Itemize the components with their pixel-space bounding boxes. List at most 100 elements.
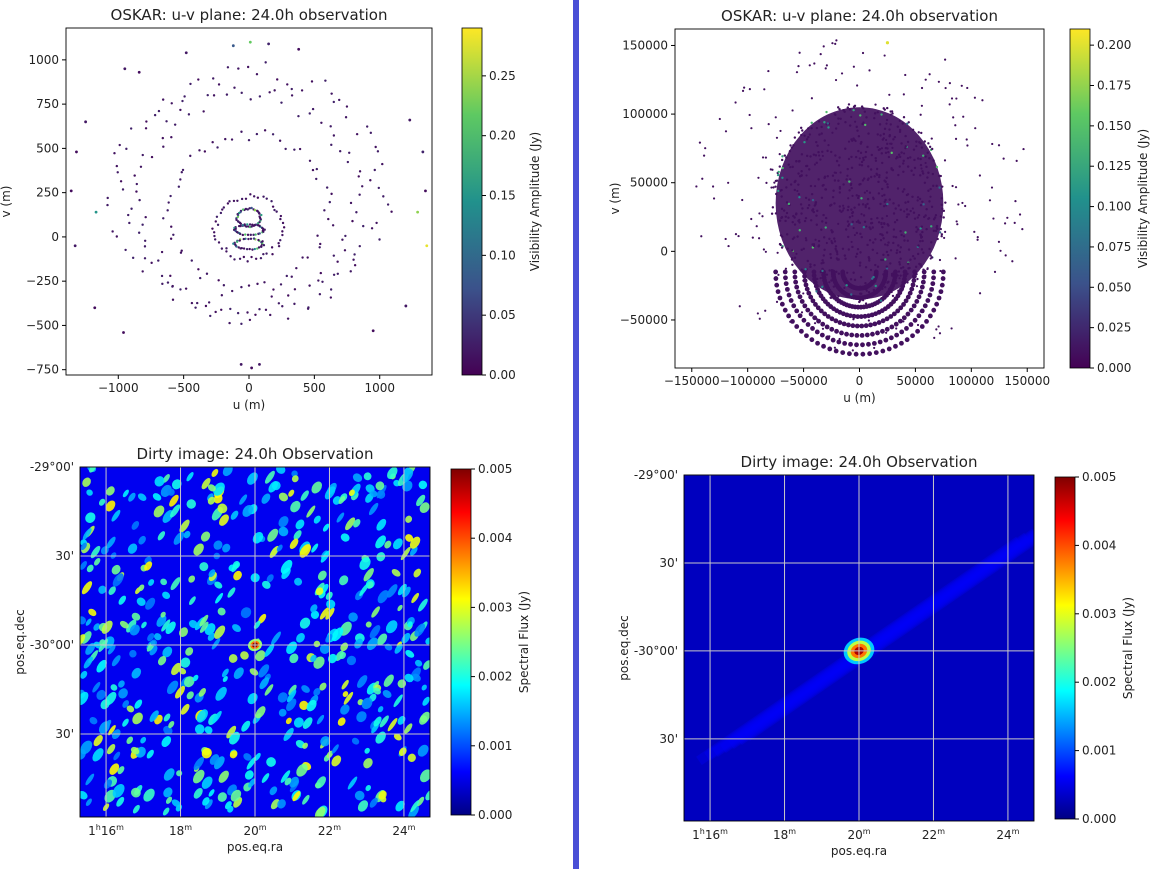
uv-point bbox=[143, 257, 147, 260]
noise-blob bbox=[96, 659, 107, 673]
noise-blob bbox=[397, 604, 403, 612]
uv-point bbox=[765, 181, 768, 185]
uv-point bbox=[926, 151, 929, 154]
uv-point bbox=[306, 256, 309, 259]
uv-point bbox=[904, 326, 909, 331]
colorbar-tick-label: 0.25 bbox=[489, 69, 516, 83]
uv-point bbox=[830, 269, 834, 272]
noise-blob bbox=[322, 523, 330, 532]
uv-point bbox=[906, 122, 909, 125]
uv-point bbox=[862, 214, 866, 217]
uv-point bbox=[115, 235, 119, 238]
uv-point bbox=[287, 294, 290, 297]
noise-blob bbox=[106, 744, 116, 755]
uv-point bbox=[256, 247, 259, 250]
uv-point bbox=[887, 287, 891, 291]
uv-point bbox=[897, 289, 900, 292]
uv-point bbox=[885, 118, 889, 122]
uv-point bbox=[872, 241, 875, 244]
uv-point bbox=[836, 252, 839, 256]
uv-point bbox=[848, 189, 851, 192]
noise-blob bbox=[226, 725, 237, 739]
uv-point bbox=[819, 53, 822, 56]
uv-point bbox=[180, 249, 183, 252]
uv-point bbox=[808, 64, 811, 67]
noise-blob bbox=[368, 502, 379, 516]
uv-point bbox=[919, 174, 922, 177]
noise-blob bbox=[419, 502, 430, 513]
uv-point bbox=[237, 224, 241, 228]
uv-point bbox=[939, 282, 945, 288]
uv-point bbox=[805, 322, 811, 327]
noise-blob bbox=[423, 660, 430, 670]
uv-point bbox=[323, 209, 326, 212]
uv-point bbox=[889, 110, 892, 113]
uv-point bbox=[229, 307, 232, 311]
uv-point bbox=[844, 228, 848, 231]
uv-point bbox=[281, 305, 284, 308]
uv-point bbox=[797, 294, 803, 300]
uv-point bbox=[948, 82, 951, 85]
uv-point bbox=[800, 248, 803, 252]
uv-point bbox=[910, 333, 915, 339]
uv-point bbox=[712, 197, 716, 200]
uv-point bbox=[790, 258, 794, 261]
uv-point bbox=[257, 246, 261, 249]
uv-point bbox=[906, 156, 910, 160]
x-tick-label: 18m bbox=[773, 827, 796, 842]
uv-point bbox=[844, 331, 849, 337]
x-tick-label: −100000 bbox=[720, 374, 776, 388]
uv-point bbox=[217, 83, 221, 86]
noise-blob bbox=[100, 546, 109, 555]
uv-point bbox=[991, 142, 994, 146]
uv-point bbox=[316, 234, 319, 237]
minutes-unit: m bbox=[788, 827, 796, 836]
x-tick-label: 22m bbox=[318, 823, 341, 838]
noise-blob bbox=[127, 543, 138, 554]
noise-blob bbox=[352, 473, 363, 483]
uv-point bbox=[850, 223, 853, 226]
uv-point bbox=[877, 180, 880, 184]
noise-blob bbox=[363, 472, 372, 481]
uv-point bbox=[122, 331, 125, 334]
colorbar bbox=[1069, 28, 1091, 369]
uv-point bbox=[835, 250, 839, 254]
uv-point bbox=[351, 219, 354, 223]
uv-point bbox=[859, 287, 863, 291]
uv-point bbox=[802, 247, 806, 250]
noise-blob bbox=[313, 515, 321, 524]
uv-point bbox=[810, 326, 815, 331]
uv-point bbox=[791, 109, 794, 112]
uv-point bbox=[795, 289, 801, 295]
uv-point bbox=[800, 174, 803, 177]
noise-blob bbox=[269, 545, 279, 558]
uv-point bbox=[847, 157, 851, 161]
uv-point bbox=[889, 123, 892, 126]
uv-point bbox=[889, 262, 892, 265]
uv-point bbox=[854, 255, 858, 258]
uv-point bbox=[248, 223, 252, 226]
uv-point bbox=[211, 141, 214, 144]
uv-point bbox=[821, 327, 825, 330]
uv-point bbox=[920, 146, 924, 149]
noise-blob bbox=[382, 690, 392, 699]
uv-point bbox=[724, 237, 727, 241]
uv-point bbox=[228, 200, 231, 203]
uv-point bbox=[279, 238, 282, 242]
noise-blob bbox=[376, 518, 387, 531]
noise-blob bbox=[418, 598, 428, 612]
noise-blob bbox=[410, 800, 420, 813]
uv-point bbox=[135, 190, 138, 193]
noise-blob bbox=[136, 597, 146, 606]
uv-point bbox=[348, 151, 351, 154]
uv-point bbox=[895, 281, 898, 285]
noise-blob bbox=[186, 691, 194, 700]
uv-point bbox=[858, 314, 864, 319]
noise-blob bbox=[126, 705, 135, 713]
noise-blob bbox=[417, 744, 429, 757]
uv-point bbox=[371, 329, 375, 333]
uv-point bbox=[829, 204, 832, 207]
uv-point bbox=[810, 298, 816, 304]
uv-point bbox=[202, 110, 205, 113]
uv-point bbox=[834, 245, 838, 248]
